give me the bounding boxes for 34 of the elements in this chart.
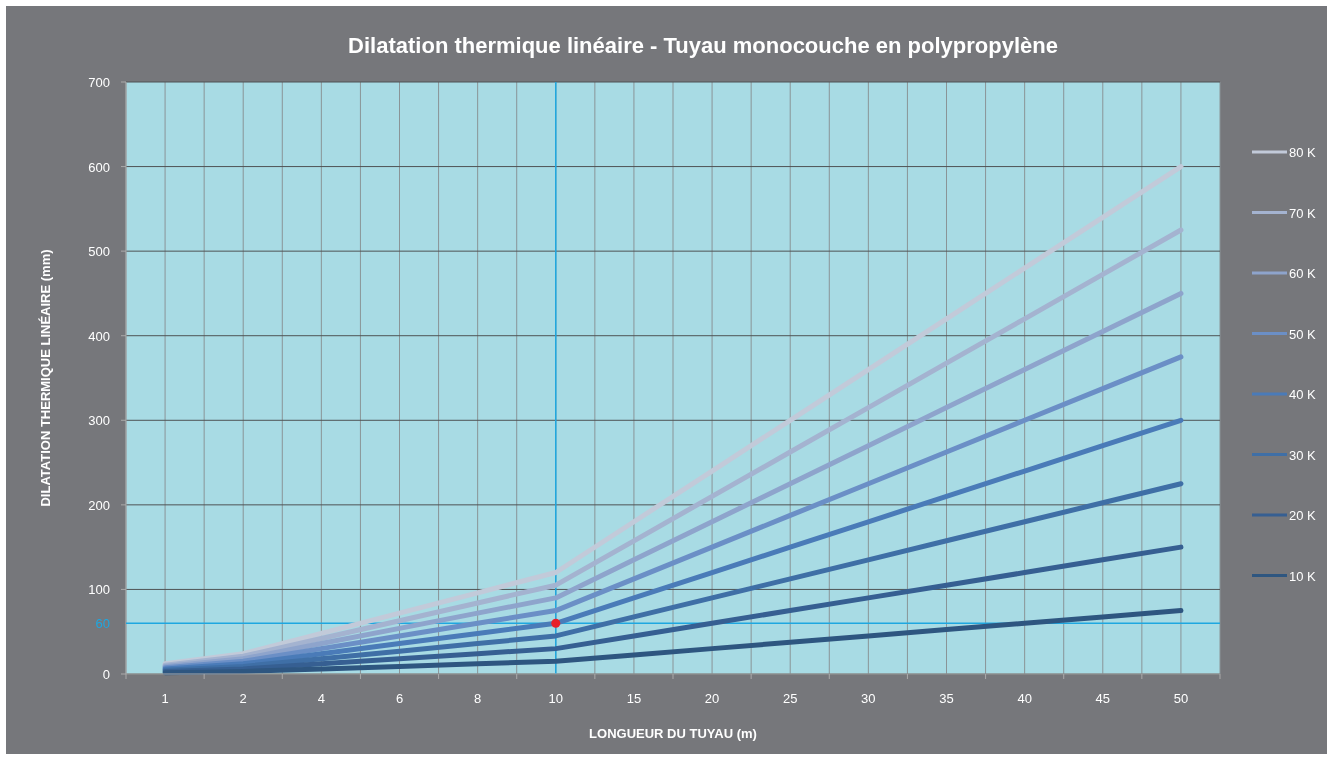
y-tick-label: 100 xyxy=(88,582,110,598)
x-tick-label: 40 xyxy=(1017,691,1032,706)
legend-label: 50 K xyxy=(1289,326,1317,342)
ref-line-label: 60 xyxy=(95,616,110,632)
x-tick-label: 35 xyxy=(939,691,954,706)
x-tick-label: 2 xyxy=(239,691,247,706)
x-tick-label: 20 xyxy=(704,691,720,706)
y-axis-title: DILATATION THERMIQUE LINÉAIRE (mm) xyxy=(38,249,53,507)
x-tick-label: 15 xyxy=(626,691,642,706)
legend-label: 70 K xyxy=(1289,205,1317,221)
x-tick-label: 30 xyxy=(861,691,876,706)
chart-title: Dilatation thermique linéaire - Tuyau monocouche en polypropylène xyxy=(348,33,1058,58)
legend-label: 20 K xyxy=(1289,508,1317,523)
y-tick-label: 400 xyxy=(88,328,110,344)
x-tick-label: 50 xyxy=(1173,691,1189,706)
legend-label: 40 K xyxy=(1289,387,1317,402)
y-tick-label: 600 xyxy=(88,159,110,175)
legend-label: 60 K xyxy=(1289,266,1317,281)
y-tick-label: 200 xyxy=(88,497,110,513)
x-tick-label: 4 xyxy=(317,691,325,706)
y-tick-label: 300 xyxy=(88,413,110,429)
x-tick-label: 10 xyxy=(548,691,564,706)
legend-label: 80 K xyxy=(1289,145,1317,160)
y-tick-label: 500 xyxy=(88,244,110,260)
y-tick-label: 0 xyxy=(102,667,110,682)
x-tick-label: 1 xyxy=(161,691,169,706)
x-tick-label: 6 xyxy=(395,691,404,706)
x-tick-label: 8 xyxy=(474,691,482,706)
x-tick-label: 45 xyxy=(1095,691,1111,706)
x-axis-title: LONGUEUR DU TUYAU (m) xyxy=(589,726,757,741)
legend-label: 30 K xyxy=(1289,447,1317,463)
x-tick-label: 25 xyxy=(782,691,798,706)
y-tick-label: 700 xyxy=(88,75,110,90)
legend-label: 10 K xyxy=(1289,568,1317,584)
